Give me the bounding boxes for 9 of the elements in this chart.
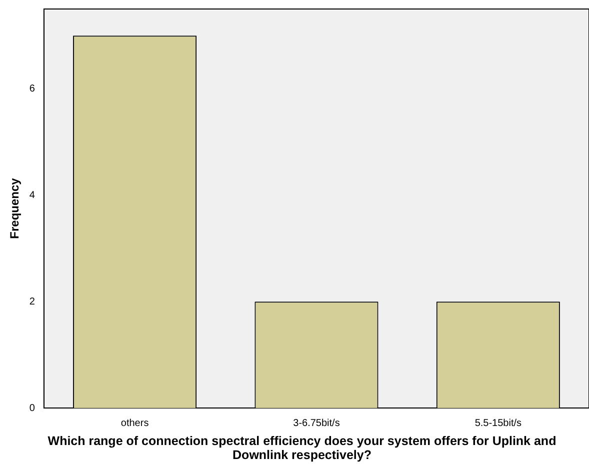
- x-tick-label: others: [120, 418, 149, 429]
- y-tick-label: 2: [29, 296, 36, 308]
- y-tick-label: 0: [29, 402, 36, 414]
- y-axis-title: Frequency: [8, 178, 22, 239]
- x-axis-title: Which range of connection spectral efficiency does your system offers for Uplink and Downlink respectively?: [46, 434, 558, 462]
- y-tick-label: 6: [29, 84, 36, 95]
- x-tick-label: 5.5-15bit/s: [474, 418, 522, 429]
- y-tick-label: 4: [29, 190, 36, 201]
- x-tick-label: 3-6.75bit/s: [293, 418, 340, 429]
